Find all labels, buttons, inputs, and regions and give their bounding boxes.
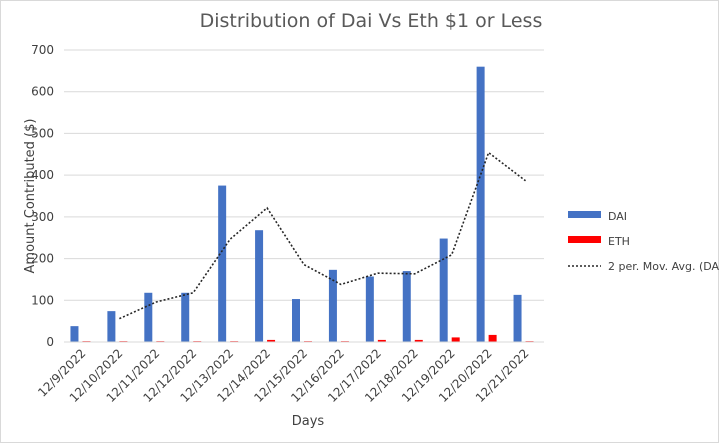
legend-label: ETH (608, 235, 630, 248)
bar-dai (70, 326, 79, 342)
bar-dai (255, 230, 264, 342)
y-tick-label: 200 (31, 252, 54, 266)
y-tick-label: 500 (31, 126, 54, 140)
x-axis-ticks: 12/9/202212/10/202212/11/202212/12/20221… (35, 346, 531, 405)
x-axis-label: Days (292, 414, 325, 429)
y-axis-label: Amount Contributed ($) (23, 119, 38, 274)
legend: DAI ETH 2 per. Mov. Avg. (DA (568, 210, 719, 273)
bar-dai (439, 238, 448, 342)
bar-dai (107, 311, 116, 342)
bar-eth (414, 339, 423, 342)
legend-swatch-dai (568, 211, 601, 218)
moving-average-line (119, 151, 527, 320)
legend-label: 2 per. Mov. Avg. (DA (608, 260, 719, 273)
y-tick-label: 300 (31, 210, 54, 224)
y-tick-label: 700 (31, 43, 54, 57)
bar-dai (365, 276, 374, 342)
y-tick-label: 100 (31, 293, 54, 307)
bar-dai (328, 269, 337, 342)
bar-eth (377, 339, 386, 342)
legend-label: DAI (608, 210, 627, 223)
bar-dai (292, 299, 300, 342)
bar-dai (144, 292, 153, 342)
bar-dai (181, 292, 190, 342)
bar-eth (451, 337, 460, 342)
legend-swatch-eth (568, 236, 601, 243)
bar-dai (513, 294, 522, 342)
y-tick-label: 0 (46, 335, 54, 349)
chart-title: Distribution of Dai Vs Eth $1 or Less (200, 10, 543, 32)
gridlines (64, 49, 544, 301)
y-tick-label: 400 (31, 168, 54, 182)
y-tick-label: 600 (31, 85, 54, 99)
bar-dai (402, 271, 411, 342)
bar-dai (476, 66, 485, 342)
bars (70, 66, 534, 342)
bar-dai (218, 185, 227, 342)
bar-eth (488, 334, 497, 342)
y-axis-ticks: 0 100 200 300 400 500 600 700 (31, 43, 54, 349)
moving-average (119, 151, 527, 320)
bar-eth (267, 339, 276, 342)
